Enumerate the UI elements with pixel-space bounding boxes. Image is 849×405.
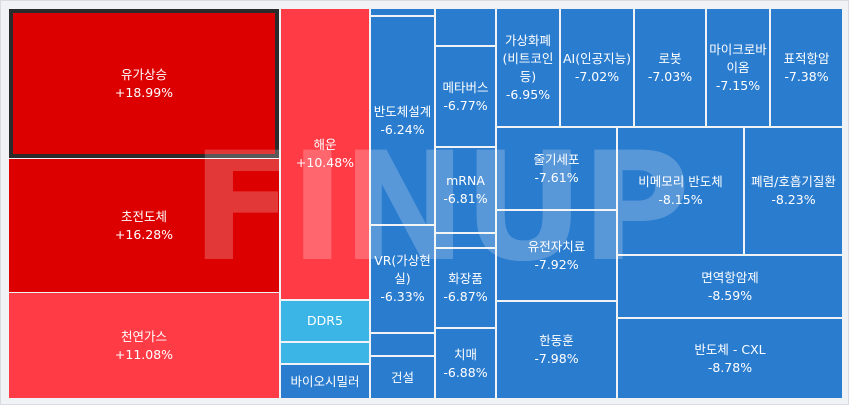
tile[interactable]: 면역항암제 -8.59% — [618, 256, 842, 317]
tile-change: -7.38% — [784, 68, 829, 84]
tile-label: 천연가스 — [120, 328, 167, 344]
tile-change: -6.95% — [505, 86, 551, 102]
tile-change: -6.81% — [443, 191, 488, 206]
tile-label: 유가상승 — [120, 66, 167, 82]
tile[interactable] — [436, 234, 495, 247]
tile-change: -6.24% — [380, 121, 425, 137]
tile[interactable]: 바이오시밀러 — [281, 365, 369, 398]
tile[interactable]: 치매 -6.88% — [436, 329, 495, 398]
tile-label: 화장품 — [448, 271, 483, 286]
tile-change: -8.15% — [658, 192, 703, 207]
tile[interactable]: 가상화폐(비트코인 등) -6.95% — [497, 9, 559, 126]
tile-change: -8.23% — [771, 192, 816, 207]
tile[interactable]: 한동훈 -7.98% — [497, 302, 616, 398]
tile-label: AI(인공지능) — [563, 50, 631, 66]
tile-label: 폐렴/호흡기질환 — [751, 174, 836, 189]
tile-change: -7.61% — [534, 169, 579, 185]
tile-label: 치매 — [453, 346, 477, 362]
tile-change: +10.48% — [295, 155, 355, 170]
tile-label: 로봇 — [658, 50, 682, 66]
tile-label: 초전도체 — [120, 208, 167, 224]
tile-change: -6.88% — [443, 364, 488, 380]
tile-label: VR(가상현실) — [374, 253, 431, 286]
tile[interactable]: 메타버스 -6.77% — [436, 47, 495, 146]
tile-change: -7.15% — [715, 77, 761, 93]
tile-change: -8.78% — [707, 359, 753, 375]
tile-label: 유전자치료 — [527, 238, 586, 254]
tile[interactable] — [371, 334, 434, 355]
tile[interactable]: 초전도체 +16.28% — [9, 159, 279, 292]
tile[interactable]: 표적항암 -7.38% — [771, 9, 842, 126]
tile-change: -7.98% — [534, 351, 579, 366]
tile-change: -7.92% — [534, 256, 579, 272]
tile[interactable]: VR(가상현실) -6.33% — [371, 226, 434, 332]
tile[interactable]: 로봇 -7.03% — [635, 9, 705, 126]
tile-change: -6.77% — [443, 97, 488, 113]
tile-label: 메타버스 — [442, 79, 489, 95]
tile-label: mRNA — [446, 173, 485, 188]
tile[interactable]: 줄기세포 -7.61% — [497, 128, 616, 209]
tile-label: 표적항암 — [783, 50, 830, 66]
tile-change: -6.87% — [443, 289, 488, 304]
tile[interactable] — [371, 9, 434, 15]
tile[interactable]: 반도체설계 -6.24% — [371, 17, 434, 224]
tile-change: +16.28% — [114, 226, 174, 242]
tile-label: 바이오시밀러 — [290, 373, 360, 389]
tile-label: 한동훈 — [539, 333, 574, 348]
tile-change: +11.08% — [114, 346, 174, 362]
tile[interactable]: 폐렴/호흡기질환 -8.23% — [745, 128, 842, 254]
tile[interactable]: 비메모리 반도체 -8.15% — [618, 128, 743, 254]
tile-change: -7.02% — [574, 68, 620, 84]
tile[interactable]: 천연가스 +11.08% — [9, 293, 279, 398]
tile[interactable]: mRNA -6.81% — [436, 148, 495, 232]
tile[interactable]: 유전자치료 -7.92% — [497, 211, 616, 300]
tile-label: 줄기세포 — [533, 151, 580, 167]
tile-change: -8.59% — [707, 287, 753, 303]
tile[interactable] — [436, 9, 495, 45]
tile-label: 면역항암제 — [701, 269, 759, 285]
tile[interactable]: 건설 — [371, 357, 434, 398]
tile-label: 비메모리 반도체 — [638, 174, 723, 189]
tile-label: 반도체 - CXL — [694, 341, 766, 357]
tile-label: 가상화폐(비트코인 등) — [502, 32, 554, 84]
tile-change: -7.03% — [647, 68, 693, 84]
tile[interactable]: 반도체 - CXL -8.78% — [618, 319, 842, 398]
tile-change: +18.99% — [114, 84, 174, 100]
tile[interactable]: AI(인공지능) -7.02% — [561, 9, 633, 126]
tile-label: 반도체설계 — [373, 103, 432, 119]
tile-label: 건설 — [390, 369, 414, 385]
tile-label: DDR5 — [307, 313, 343, 328]
tile-label: 해운 — [313, 137, 337, 152]
tile-label: 마이크로바이옴 — [709, 41, 767, 75]
tile[interactable]: 마이크로바이옴 -7.15% — [707, 9, 769, 126]
tile-change: -6.33% — [380, 289, 425, 304]
tile[interactable]: 유가상승 +18.99% — [9, 9, 279, 158]
tile[interactable] — [281, 343, 369, 363]
tile[interactable]: DDR5 — [281, 301, 369, 341]
tile[interactable]: 해운 +10.48% — [281, 9, 369, 299]
tile[interactable]: 화장품 -6.87% — [436, 249, 495, 327]
